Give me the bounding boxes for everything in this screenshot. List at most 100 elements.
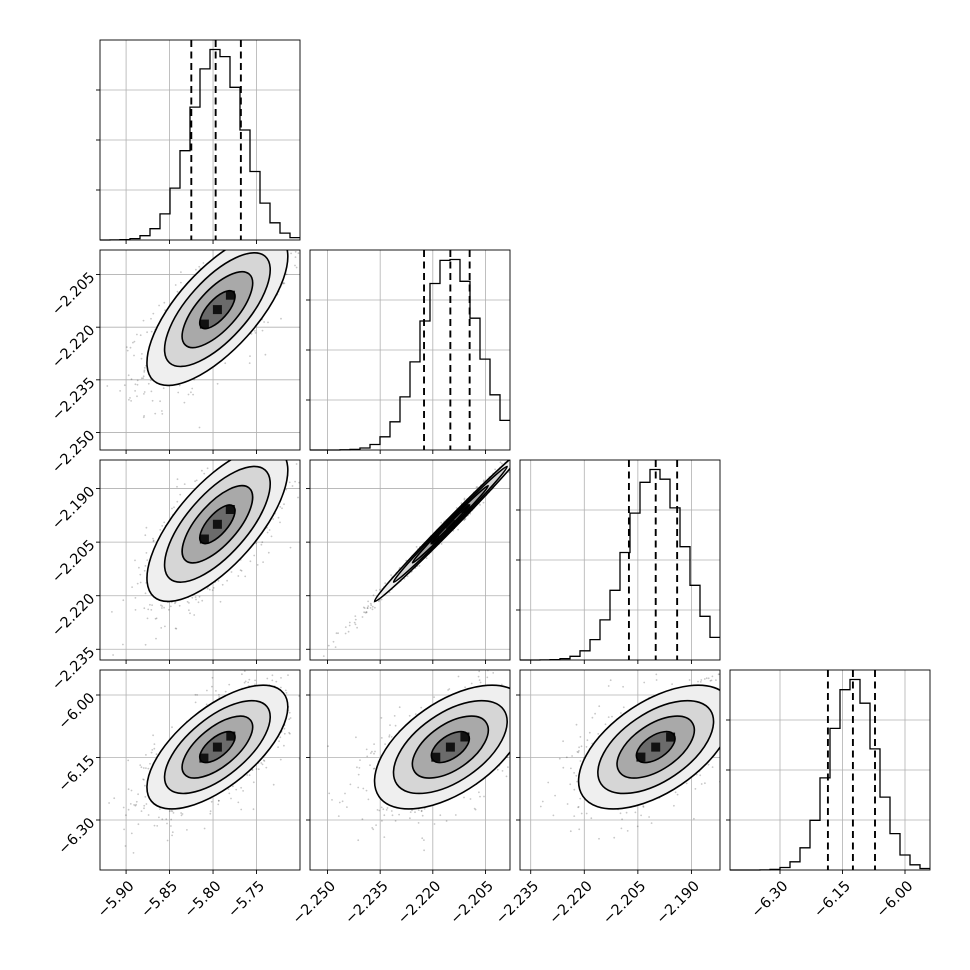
sample-point xyxy=(145,754,147,756)
sample-point xyxy=(149,762,151,765)
sample-point xyxy=(329,425,331,427)
sample-point xyxy=(594,712,596,715)
sample-point xyxy=(143,778,145,781)
sample-point xyxy=(543,698,545,700)
sample-point xyxy=(270,230,272,232)
sample-point xyxy=(180,281,182,284)
sample-point xyxy=(448,688,451,690)
sample-point xyxy=(258,455,260,457)
sample-point xyxy=(281,507,283,510)
sample-point xyxy=(210,800,213,803)
sample-point xyxy=(346,806,348,808)
sample-point xyxy=(242,458,244,460)
sample-point xyxy=(134,383,137,386)
sample-point xyxy=(190,391,192,394)
y-tick-label: −2.190 xyxy=(49,484,98,533)
sample-point xyxy=(445,820,448,822)
sample-point xyxy=(356,766,358,769)
sample-point xyxy=(464,686,466,689)
sample-point xyxy=(263,760,266,762)
sample-point xyxy=(738,664,740,666)
histogram-panel-2 xyxy=(306,249,511,454)
sample-point xyxy=(746,666,748,668)
sample-point xyxy=(301,251,303,253)
sample-point xyxy=(249,355,251,357)
sample-point xyxy=(440,521,443,524)
sample-point xyxy=(381,820,383,822)
sample-point xyxy=(181,813,184,815)
sample-point xyxy=(135,800,138,803)
sample-point xyxy=(208,588,211,591)
sample-point xyxy=(242,790,245,792)
sample-point xyxy=(161,410,163,412)
sample-point xyxy=(279,506,282,508)
sample-point xyxy=(363,607,366,609)
sample-point xyxy=(252,235,254,237)
sample-point xyxy=(240,569,243,572)
sample-point xyxy=(266,531,269,534)
sample-point xyxy=(514,716,516,718)
sample-point xyxy=(132,341,134,344)
sample-point xyxy=(373,767,376,770)
sample-point xyxy=(558,757,561,760)
sample-point xyxy=(183,401,186,404)
sample-point xyxy=(380,737,383,739)
sample-point xyxy=(518,458,520,460)
sample-point xyxy=(237,575,240,577)
sample-point xyxy=(254,330,256,332)
sample-point xyxy=(380,717,383,719)
sample-point xyxy=(522,441,524,443)
sample-point xyxy=(607,685,610,687)
sample-point xyxy=(538,702,540,704)
density-peak xyxy=(666,732,676,742)
sample-point xyxy=(521,677,523,679)
y-tick-label: −6.15 xyxy=(56,753,99,796)
sample-point xyxy=(224,362,227,365)
sample-point xyxy=(694,788,697,790)
sample-point xyxy=(295,242,297,244)
sample-point xyxy=(362,787,365,790)
sample-point xyxy=(191,387,194,390)
sample-point xyxy=(433,696,435,698)
sample-point xyxy=(253,554,256,557)
sample-point xyxy=(152,540,155,543)
sample-point xyxy=(221,583,224,586)
sample-point xyxy=(727,675,729,677)
sample-point xyxy=(217,799,220,802)
sample-point xyxy=(180,812,183,814)
sample-point xyxy=(268,529,271,531)
scatter-panel-4-1 xyxy=(96,669,301,874)
sample-point xyxy=(578,746,580,749)
sample-point xyxy=(262,443,264,445)
sample-point xyxy=(575,774,578,777)
sample-point xyxy=(252,808,255,811)
x-tick-label: −2.250 xyxy=(290,878,339,927)
sample-point xyxy=(283,744,285,747)
sample-point xyxy=(129,803,132,805)
sample-point xyxy=(598,837,600,840)
sample-point xyxy=(314,432,316,434)
sample-point xyxy=(294,250,297,253)
panel-frame xyxy=(309,249,511,451)
sample-point xyxy=(217,580,220,582)
sample-point xyxy=(291,485,294,487)
contour-line xyxy=(373,684,510,810)
sample-point xyxy=(134,559,136,562)
sample-point xyxy=(514,740,516,742)
histogram-panel-1 xyxy=(96,39,301,244)
sample-point xyxy=(335,632,338,635)
sample-point xyxy=(143,371,146,373)
sample-point xyxy=(171,810,174,813)
sample-point xyxy=(136,333,138,336)
sample-point xyxy=(246,456,248,458)
sample-point xyxy=(295,463,298,465)
sample-point xyxy=(176,290,179,293)
sample-point xyxy=(170,818,173,821)
sample-point xyxy=(162,463,164,465)
sample-point xyxy=(778,679,780,681)
sample-point xyxy=(286,447,288,449)
sample-point xyxy=(697,680,699,683)
sample-point xyxy=(554,794,556,797)
sample-point xyxy=(570,767,572,770)
sample-point xyxy=(154,412,157,415)
